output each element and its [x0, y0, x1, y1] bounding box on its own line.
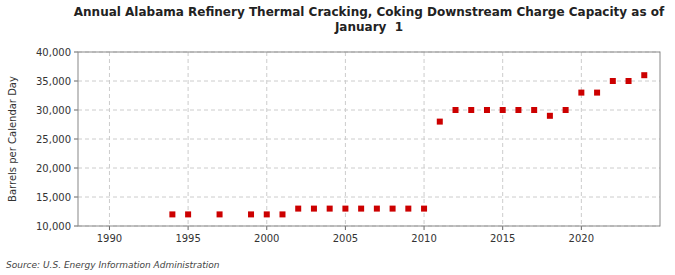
y-grid-line — [78, 81, 660, 82]
y-tick — [74, 168, 78, 169]
x-tick — [581, 226, 582, 230]
x-grid-line — [581, 52, 582, 226]
x-tick — [109, 226, 110, 230]
x-tick-label: 1995 — [175, 233, 200, 244]
y-tick-label: 15,000 — [36, 192, 71, 203]
point — [500, 107, 506, 113]
point — [358, 206, 364, 212]
x-grid-line — [266, 52, 267, 226]
point — [610, 78, 616, 84]
point — [405, 206, 411, 212]
point — [311, 206, 317, 212]
x-grid-line — [424, 52, 425, 226]
title-line: Annual Alabama Refinery Thermal Cracking… — [74, 5, 665, 19]
y-tick-label: 25,000 — [36, 134, 71, 145]
x-tick-label: 2020 — [569, 233, 594, 244]
point — [248, 211, 254, 217]
y-grid-line — [78, 110, 660, 111]
y-tick — [74, 197, 78, 198]
point — [327, 206, 333, 212]
point — [563, 107, 569, 113]
point — [342, 206, 348, 212]
y-tick — [74, 139, 78, 140]
x-grid-line — [109, 52, 110, 226]
point — [185, 211, 191, 217]
point — [468, 107, 474, 113]
point — [453, 107, 459, 113]
title-line: January 1 — [334, 20, 403, 34]
point — [421, 206, 427, 212]
point — [374, 206, 380, 212]
point — [515, 107, 521, 113]
point — [641, 72, 647, 78]
x-tick-label: 2005 — [333, 233, 358, 244]
y-tick — [74, 81, 78, 82]
y-tick-label: 10,000 — [36, 221, 71, 232]
y-grid-line — [78, 197, 660, 198]
y-tick-label: 30,000 — [36, 105, 71, 116]
x-tick — [502, 226, 503, 230]
x-tick-label: 2000 — [254, 233, 279, 244]
y-grid-line — [78, 139, 660, 140]
y-axis-label: Barrels per Calendar Day — [7, 76, 18, 202]
x-tick — [188, 226, 189, 230]
point — [547, 113, 553, 119]
x-tick-label: 2010 — [411, 233, 436, 244]
point — [169, 211, 175, 217]
point — [578, 90, 584, 96]
point — [531, 107, 537, 113]
chart: Annual Alabama Refinery Thermal Cracking… — [0, 0, 675, 275]
x-tick — [345, 226, 346, 230]
point — [626, 78, 632, 84]
point — [217, 211, 223, 217]
y-tick-label: 40,000 — [36, 47, 71, 58]
x-tick-label: 2015 — [490, 233, 515, 244]
x-grid-line — [345, 52, 346, 226]
point — [279, 211, 285, 217]
x-grid-line — [502, 52, 503, 226]
plot-frame — [78, 52, 660, 226]
title: Annual Alabama Refinery Thermal Cracking… — [74, 5, 665, 34]
points — [169, 72, 647, 217]
point — [264, 211, 270, 217]
y-tick — [74, 110, 78, 111]
y-tick — [74, 52, 78, 53]
point — [295, 206, 301, 212]
y-tick-label: 35,000 — [36, 76, 71, 87]
y-tick-label: 20,000 — [36, 163, 71, 174]
y-tick — [74, 226, 78, 227]
grid — [78, 52, 660, 226]
x-tick — [266, 226, 267, 230]
x-tick-label: 1990 — [97, 233, 122, 244]
point — [437, 119, 443, 125]
y-grid-line — [78, 168, 660, 169]
source: Source: U.S. Energy Information Administ… — [6, 260, 220, 270]
point — [594, 90, 600, 96]
x-grid-line — [188, 52, 189, 226]
point — [390, 206, 396, 212]
point — [484, 107, 490, 113]
x-tick — [424, 226, 425, 230]
